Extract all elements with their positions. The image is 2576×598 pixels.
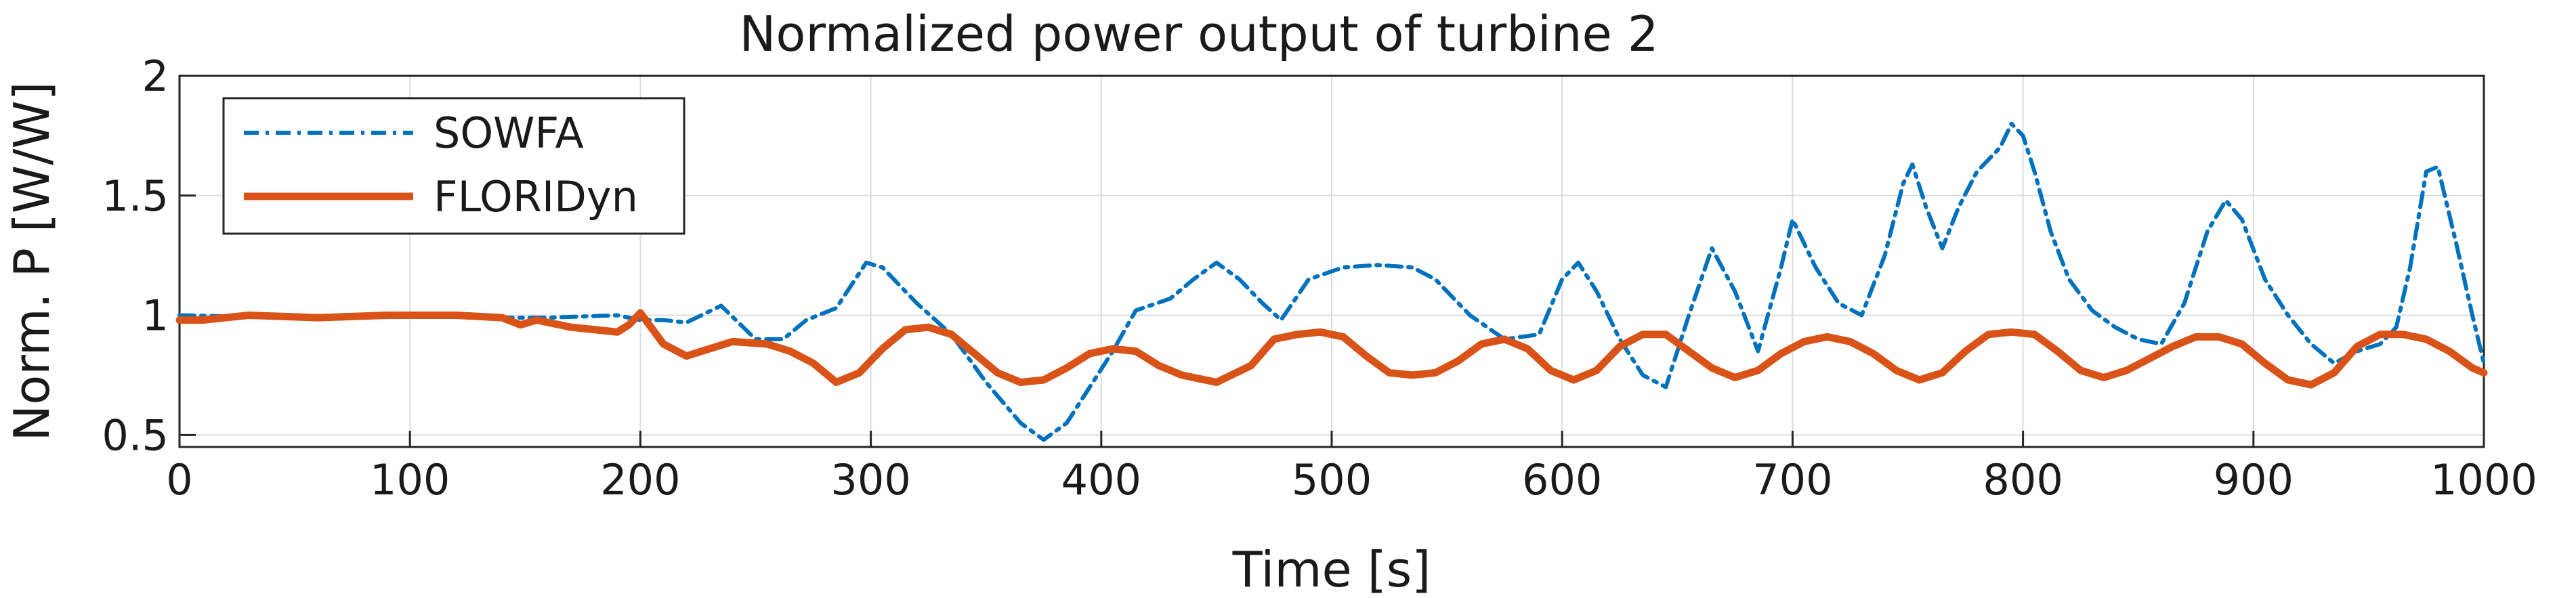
x-tick-label: 600 [1522, 455, 1602, 505]
y-tick-label: 2 [142, 51, 169, 101]
x-tick-label: 400 [1061, 455, 1141, 505]
chart-title: Normalized power output of turbine 2 [739, 5, 1658, 62]
y-tick-label: 1.5 [102, 171, 169, 221]
x-tick-label: 200 [600, 455, 680, 505]
x-axis: 0 100 200 300 400 500 600 700 800 900 1000 [166, 431, 2537, 505]
x-tick-label: 500 [1292, 455, 1372, 505]
series-lines [175, 121, 2488, 442]
legend-label-floridyn: FLORIDyn [434, 172, 638, 221]
x-tick-label: 700 [1752, 455, 1832, 505]
x-tick-label: 900 [2214, 455, 2294, 505]
y-tick-label: 0.5 [102, 410, 169, 460]
x-tick-label: 300 [830, 455, 910, 505]
series-line-sowfa [177, 121, 2486, 442]
legend-box [222, 97, 685, 235]
x-tick-label: 100 [370, 455, 450, 505]
y-tick-label: 1 [142, 291, 169, 341]
legend: SOWFA FLORIDyn [222, 97, 685, 235]
y-axis-label: Norm. P [W/W] [3, 81, 60, 441]
x-tick-label: 0 [166, 455, 192, 505]
x-tick-label: 800 [1983, 455, 2063, 505]
x-axis-label: Time [s] [1232, 541, 1431, 598]
x-tick-label: 1000 [2430, 455, 2537, 505]
y-axis: 0.5 1 1.5 2 [102, 51, 196, 460]
legend-label-sowfa: SOWFA [434, 108, 584, 158]
series-line-floridyn [175, 309, 2488, 389]
